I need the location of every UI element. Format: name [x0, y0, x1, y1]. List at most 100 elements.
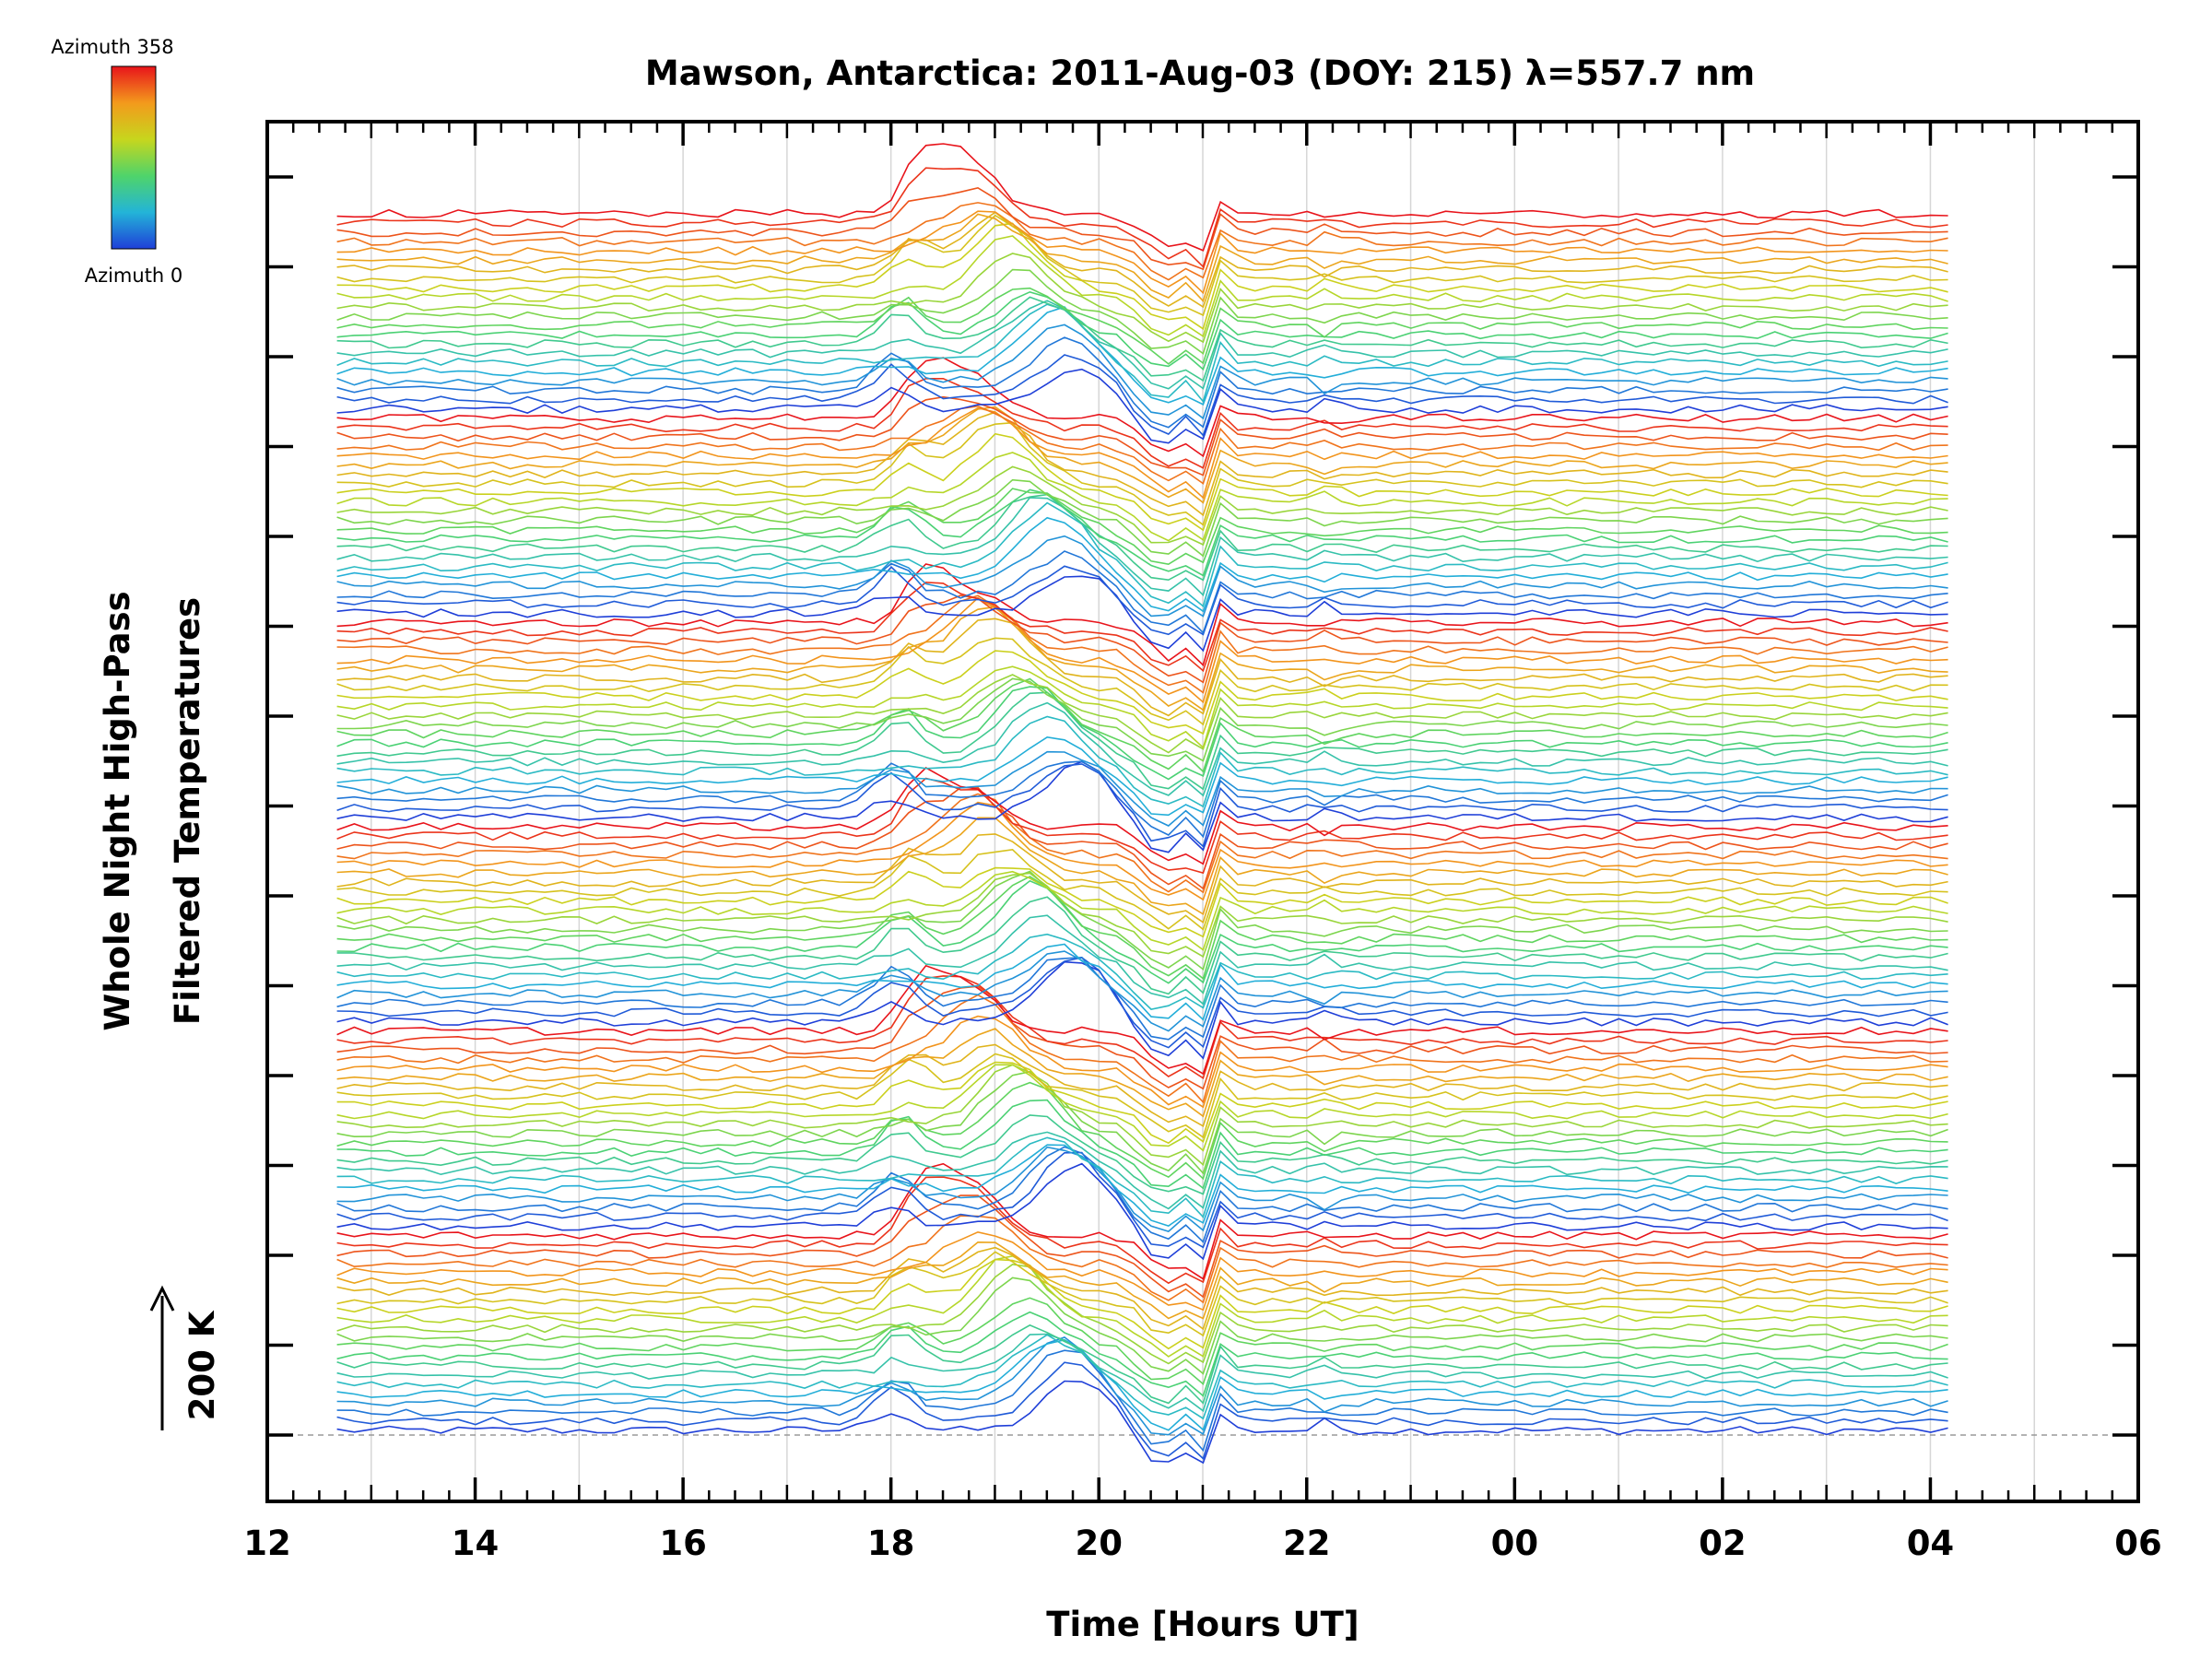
temperature-trace — [336, 1144, 1948, 1227]
temperature-trace — [336, 691, 1948, 791]
temperature-trace — [336, 975, 1948, 1080]
temperature-trace — [336, 594, 1948, 684]
temperature-trace — [336, 211, 1948, 309]
temperature-trace — [336, 411, 1948, 517]
temperature-trace — [336, 421, 1948, 526]
temperature-trace — [336, 378, 1948, 469]
temperature-trace — [336, 432, 1948, 532]
y-axis-label-line2: Filtered Temperatures — [168, 597, 207, 1025]
temperature-trace — [336, 896, 1948, 995]
temperature-trace — [336, 1146, 1948, 1232]
x-tick-label: 14 — [452, 1524, 500, 1563]
x-tick-label: 04 — [1907, 1524, 1955, 1563]
temperature-trace — [336, 674, 1948, 754]
temperature-trace — [336, 167, 1948, 268]
temperature-trace — [336, 1146, 1948, 1243]
temperature-trace — [336, 1043, 1948, 1127]
temperature-trace — [336, 575, 1948, 653]
temperature-trace — [336, 406, 1948, 500]
scale-label: 200 K — [182, 1310, 222, 1420]
temperature-trace — [336, 300, 1948, 390]
colorbar: Azimuth 358 Azimuth 0 — [51, 36, 182, 287]
temperature-trace — [336, 1081, 1948, 1181]
temperature-trace — [336, 1336, 1948, 1436]
temperature-trace — [336, 956, 1948, 1041]
temperature-trace — [336, 1194, 1948, 1299]
temperature-trace — [336, 606, 1948, 712]
x-tick-label: 02 — [1699, 1524, 1747, 1563]
temperature-trace — [336, 715, 1948, 808]
temperature-trace — [336, 493, 1948, 582]
temperature-trace — [336, 777, 1948, 875]
temperature-trace — [336, 594, 1948, 694]
series-lines — [336, 143, 1948, 1465]
temperature-trace — [336, 801, 1948, 901]
temperature-trace — [336, 750, 1948, 827]
temperature-trace — [336, 465, 1948, 547]
temperature-trace — [336, 957, 1948, 1049]
temperature-trace — [336, 1311, 1948, 1397]
temperature-trace — [336, 143, 1948, 252]
temperature-trace — [336, 1064, 1948, 1152]
temperature-trace — [336, 1136, 1948, 1218]
temperature-trace — [336, 535, 1948, 618]
temperature-trace — [336, 1215, 1948, 1304]
x-tick-label: 16 — [659, 1524, 707, 1563]
temperature-trace — [336, 1241, 1948, 1320]
arrow-head-icon — [149, 1285, 175, 1312]
temperature-trace — [336, 324, 1948, 420]
temperature-trace — [336, 501, 1948, 608]
temperature-trace — [336, 497, 1948, 597]
temperature-trace — [336, 336, 1948, 429]
temperature-trace — [336, 210, 1948, 295]
x-tick-label: 18 — [867, 1524, 915, 1563]
temperature-trace — [336, 1061, 1948, 1145]
temperature-trace — [336, 950, 1948, 1032]
temperature-trace — [336, 306, 1948, 406]
temperature-trace — [336, 268, 1948, 355]
temperature-trace — [336, 478, 1948, 558]
temperature-trace — [336, 395, 1948, 477]
temperature-trace — [336, 550, 1948, 634]
temperature-trace — [336, 637, 1948, 726]
temperature-trace — [336, 1015, 1948, 1109]
x-tick-labels: 12 14 16 18 20 22 00 02 04 06 — [243, 1524, 2162, 1563]
temperature-trace — [336, 866, 1948, 938]
temperature-trace — [336, 1263, 1948, 1365]
temperature-trace — [336, 1297, 1948, 1385]
temperature-trace — [336, 870, 1948, 951]
temperature-trace — [336, 1099, 1948, 1190]
temperature-trace — [336, 516, 1948, 613]
temperature-trace — [336, 1324, 1948, 1405]
temperature-trace — [336, 914, 1948, 1006]
temperature-trace — [336, 596, 1948, 704]
temperature-trace — [336, 1070, 1948, 1175]
temperature-trace — [336, 870, 1948, 971]
temperature-trace — [336, 943, 1948, 1021]
temperature-trace — [336, 960, 1948, 1060]
chart-title: Mawson, Antarctica: 2011-Aug-03 (DOY: 21… — [645, 53, 1755, 93]
colorbar-top-label: Azimuth 358 — [51, 36, 173, 58]
axis-ticks — [265, 122, 2140, 1501]
temperature-trace — [336, 665, 1948, 749]
temperature-trace — [336, 833, 1948, 924]
temperature-trace — [336, 253, 1948, 344]
temperature-trace — [336, 354, 1948, 437]
y-axis-label-line1: Whole Night High-Pass — [98, 591, 137, 1030]
temperature-trace — [336, 760, 1948, 853]
temperature-trace — [336, 1162, 1948, 1280]
temperature-trace — [336, 213, 1948, 303]
temperature-trace — [336, 1258, 1948, 1350]
colorbar-gradient — [111, 65, 157, 250]
temperature-trace — [336, 1338, 1948, 1431]
temperature-trace — [336, 985, 1948, 1090]
temperature-trace — [336, 1176, 1948, 1285]
temperature-trace — [336, 848, 1948, 931]
temperature-trace — [336, 1151, 1948, 1249]
temperature-trace — [336, 1254, 1948, 1358]
temperature-trace — [336, 964, 1948, 1076]
temperature-trace — [336, 1380, 1948, 1465]
temperature-trace — [336, 1246, 1948, 1331]
temperature-trace — [336, 735, 1948, 817]
